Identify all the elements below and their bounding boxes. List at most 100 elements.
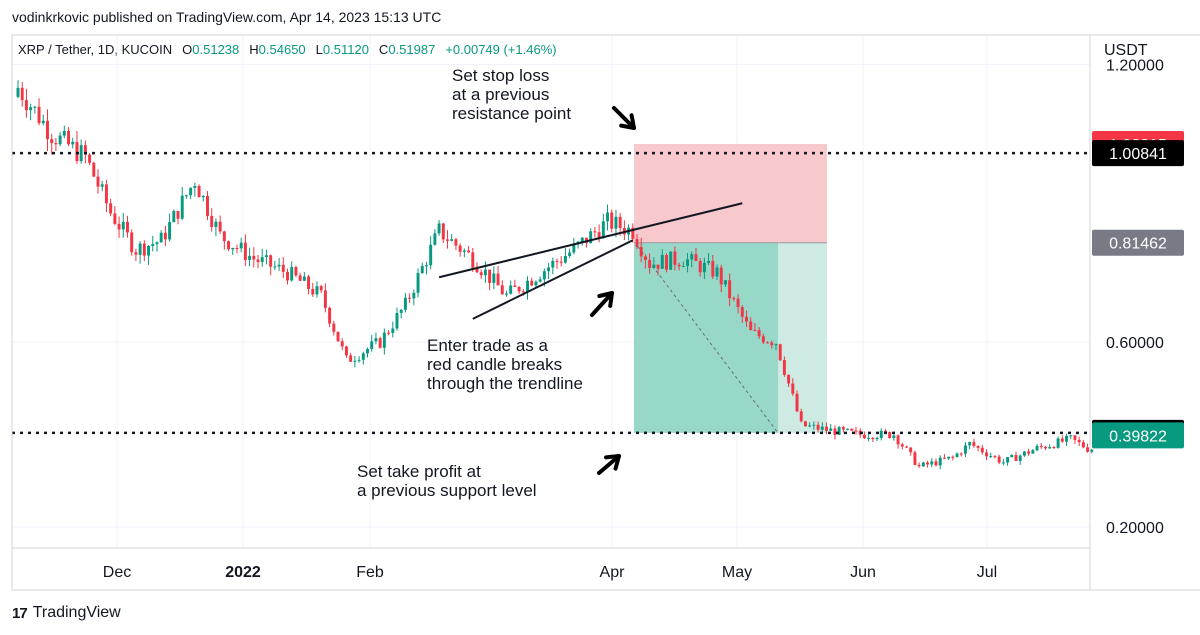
candle-body	[770, 342, 774, 346]
candle-body	[281, 264, 285, 272]
axes	[11, 34, 1200, 591]
candle-body	[997, 456, 1001, 463]
candle-body	[791, 383, 795, 394]
stop-loss-annotation: Set stop loss at a previous resistance p…	[452, 66, 571, 123]
candle-body	[728, 280, 732, 299]
candle-body	[1031, 450, 1035, 454]
candle-body	[820, 426, 824, 430]
candle-body	[29, 107, 33, 111]
candle-body	[67, 130, 71, 145]
candle-body	[782, 360, 786, 375]
candle-body	[947, 456, 951, 459]
candle-body	[403, 297, 407, 310]
x-tick-label: 2022	[225, 564, 261, 581]
candle-body	[62, 130, 66, 136]
candle-body	[665, 255, 668, 270]
candle-body	[534, 281, 538, 286]
candle-body	[538, 279, 542, 282]
candle-body	[1039, 446, 1043, 448]
candle-body	[1043, 446, 1047, 449]
candle-body	[441, 223, 445, 240]
candle-body	[231, 247, 235, 250]
candle-body	[972, 442, 976, 447]
candle-body	[812, 424, 816, 426]
candle-body	[1010, 454, 1014, 458]
candle-body	[1014, 454, 1018, 461]
candle-body	[1001, 462, 1005, 464]
candle-body	[563, 256, 567, 263]
candle-body	[963, 445, 967, 454]
candle-body	[168, 222, 172, 240]
candle-body	[100, 184, 104, 187]
candle-body	[311, 288, 315, 295]
candle-body	[340, 341, 344, 347]
trendline	[472, 239, 634, 320]
candle-body	[601, 221, 605, 239]
candle-body	[740, 307, 744, 317]
candle-body	[294, 267, 298, 276]
candle-body	[235, 247, 239, 249]
high-label: H	[249, 42, 259, 57]
candle-body	[290, 267, 294, 281]
candle-body	[879, 430, 883, 439]
annotation-line: at a previous	[452, 85, 550, 104]
candle-body	[871, 437, 875, 440]
candle-body	[243, 242, 247, 260]
take-profit-arrow-icon-head	[604, 454, 621, 471]
symbol-name: XRP / Tether, 1D, KUCOIN	[18, 42, 173, 57]
price-label: 0.39822	[1109, 428, 1167, 445]
candle-body	[349, 355, 353, 362]
candle-body	[471, 252, 475, 268]
candle-body	[83, 145, 87, 155]
candle-body	[437, 223, 441, 234]
candle-body	[829, 428, 833, 431]
candle-body	[761, 336, 765, 343]
candle-body	[382, 332, 386, 348]
candle-body	[888, 432, 892, 438]
candle-body	[273, 266, 277, 268]
candle-body	[749, 321, 753, 331]
candle-body	[968, 442, 972, 446]
candle-body	[711, 260, 715, 277]
levels	[12, 151, 1090, 435]
candle-body	[239, 242, 243, 249]
price-label-bg	[1092, 229, 1184, 256]
candle-body	[357, 359, 361, 361]
candle-body	[138, 243, 142, 255]
x-tick-label: Apr	[600, 564, 626, 581]
candle-body	[1081, 442, 1085, 448]
candle-body	[551, 260, 555, 268]
candle-body	[315, 286, 319, 295]
candle-body	[631, 227, 635, 239]
candle-body	[151, 244, 155, 246]
candle-body	[462, 250, 466, 252]
open-value: 0.51238	[192, 42, 240, 57]
candle-body	[942, 457, 946, 459]
candle-body	[277, 264, 281, 267]
candle-body	[197, 186, 201, 198]
candle-body	[825, 426, 828, 431]
candle-body	[193, 186, 197, 188]
candle-body	[41, 120, 45, 124]
candle-body	[799, 411, 803, 422]
candle-body	[669, 251, 673, 270]
candle-body	[24, 100, 28, 111]
x-tick-label: Feb	[356, 564, 384, 581]
price-unit-label: USDT	[1104, 42, 1148, 59]
candle-body	[593, 231, 597, 233]
candle-body	[639, 246, 643, 257]
candle-body	[378, 338, 382, 348]
candle-body	[54, 143, 58, 145]
candle-body	[875, 438, 879, 440]
candle-body	[673, 251, 677, 265]
candle-body	[180, 195, 184, 219]
candle-body	[896, 435, 900, 445]
price-chart[interactable]: 0.20000 0.60000 1.20000 Dec 2022 Feb Apr May Jun…	[0, 0, 1200, 600]
candle-body	[905, 446, 908, 448]
x-tick-label: May	[722, 564, 752, 581]
take-profit-zone-remaining	[778, 242, 827, 433]
candle-body	[1048, 447, 1052, 449]
candle-body	[989, 456, 993, 458]
position-zones	[634, 143, 827, 434]
